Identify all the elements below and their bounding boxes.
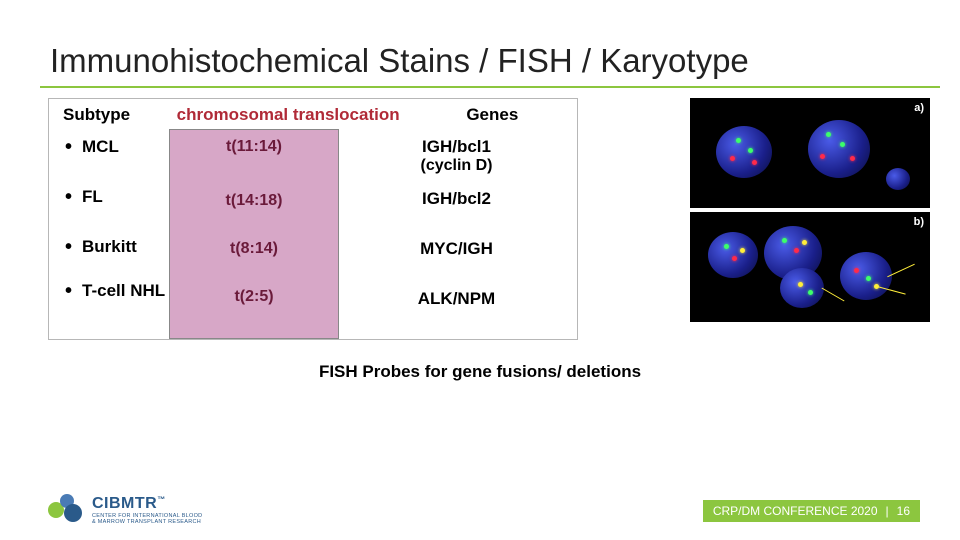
gene-cell: IGH/bcl2 [339,189,574,209]
cibmtr-logo: CIBMTR™ CENTER FOR INTERNATIONAL BLOOD &… [48,494,202,526]
content-row: Subtype chromosomal translocation Genes … [0,88,960,340]
logo-name: CIBMTR™ [92,495,202,513]
header-translocation: chromosomal translocation [169,105,408,125]
subtype-cell: Burkitt [82,237,137,257]
slide-title: Immunohistochemical Stains / FISH / Kary… [50,42,960,80]
conference-label: CRP/DM CONFERENCE 2020 [713,504,878,518]
slide-footer: CIBMTR™ CENTER FOR INTERNATIONAL BLOOD &… [0,480,960,540]
table-row: •T-cell NHL [65,281,169,301]
translocation-cell: t(11:14) [170,138,338,156]
table-row: •Burkitt [65,237,169,257]
header-genes: Genes [408,105,577,125]
translocation-cell: t(14:18) [170,192,338,210]
fish-image-stack: a) b) [690,98,930,340]
translocation-cell: t(2:5) [170,288,338,306]
panel-label: a) [914,102,924,114]
table-body: •MCL •FL •Burkitt •T-cell NHL t(11:14) t… [49,129,577,339]
fish-panel-b: b) [690,212,930,322]
gene-cell: MYC/IGH [339,239,574,259]
footer-bar: CRP/DM CONFERENCE 2020 | 16 [703,500,920,522]
logo-subtitle: & MARROW TRANSPLANT RESEARCH [92,519,202,525]
page-number: 16 [897,504,910,518]
logo-tm: ™ [157,495,166,504]
panel-label: b) [914,216,924,228]
subtype-cell: FL [82,187,103,207]
translocation-column: t(11:14) t(14:18) t(8:14) t(2:5) [169,129,339,339]
fish-panel-a: a) [690,98,930,208]
fish-caption: FISH Probes for gene fusions/ deletions [0,362,960,382]
gene-cell: ALK/NPM [339,289,574,309]
subtype-column: •MCL •FL •Burkitt •T-cell NHL [49,129,169,339]
logo-mark-icon [48,494,86,526]
table-header-row: Subtype chromosomal translocation Genes [49,99,577,129]
subtype-cell: MCL [82,137,119,157]
subtype-cell: T-cell NHL [82,281,165,301]
table-row: •MCL [65,137,169,157]
translocation-table: Subtype chromosomal translocation Genes … [48,98,578,340]
genes-column: IGH/bcl1 (cyclin D) IGH/bcl2 MYC/IGH ALK… [339,129,574,339]
footer-separator: | [886,504,889,518]
gene-cell: IGH/bcl1 (cyclin D) [339,137,574,175]
gene-name: IGH/bcl1 [339,137,574,157]
translocation-cell: t(8:14) [170,240,338,258]
header-subtype: Subtype [49,105,169,125]
table-row: •FL [65,187,169,207]
gene-sub: (cyclin D) [339,157,574,175]
